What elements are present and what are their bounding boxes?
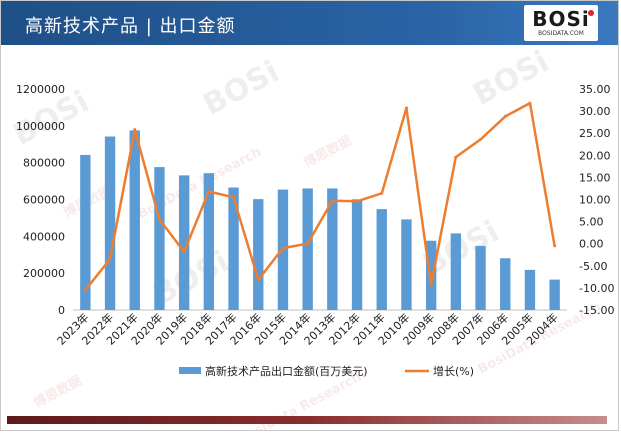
y-left-tick-label: 1200000: [16, 83, 65, 96]
bar: [178, 175, 190, 310]
bar: [203, 173, 215, 310]
bar-line-chart: 0 200000 400000 600000 800000 1000000 1200000 -…: [16, 83, 614, 378]
growth-point: [528, 101, 532, 105]
legend-swatch-bar: [179, 367, 201, 374]
y-right-tick-label: 15.00: [579, 171, 611, 184]
bar: [80, 154, 91, 310]
y-right-tick-label: -15.00: [579, 304, 614, 317]
y-right-tick-label: 30.00: [579, 105, 611, 118]
bar: [450, 233, 462, 310]
bar: [351, 199, 363, 310]
growth-point: [83, 288, 87, 292]
y-right-tick-label: -10.00: [579, 282, 614, 295]
brand-logo-dot: [588, 10, 594, 16]
y-right-tick-label: 10.00: [579, 194, 611, 207]
bar: [129, 130, 140, 310]
bar: [475, 245, 486, 310]
y-left-tick-label: 400000: [23, 230, 65, 243]
page-title: 高新技术产品 | 出口金额: [25, 16, 236, 37]
bar: [104, 136, 116, 310]
growth-point: [330, 199, 334, 203]
growth-point: [553, 244, 557, 248]
y-right-tick-label: -5.00: [579, 260, 607, 273]
bar: [500, 258, 511, 310]
bar: [302, 188, 313, 310]
y-left-tick-label: 1000000: [16, 120, 65, 133]
y-left-tick-label: 200000: [23, 267, 65, 280]
y-left-tick-label: 600000: [23, 194, 65, 207]
growth-point: [479, 137, 483, 141]
growth-point: [503, 114, 507, 118]
growth-point: [207, 190, 211, 194]
growth-point: [306, 242, 310, 246]
bar: [425, 240, 437, 310]
growth-point: [281, 246, 285, 250]
growth-point: [429, 283, 433, 287]
y-left-tick-label: 800000: [23, 157, 65, 170]
growth-point: [232, 195, 236, 199]
growth-point: [355, 199, 359, 203]
y-right-tick-label: 20.00: [579, 149, 611, 162]
growth-point: [182, 250, 186, 254]
growth-point: [133, 128, 137, 132]
growth-point: [256, 278, 260, 282]
bar: [524, 269, 536, 310]
brand-logo: BOSi BOSIDATA.COM: [524, 5, 598, 41]
bar: [154, 167, 165, 310]
y-right-tick-label: 0.00: [579, 238, 604, 251]
bar: [401, 219, 412, 310]
growth-point: [404, 106, 408, 110]
brand-logo-text: BOSi: [532, 7, 590, 31]
legend-label-line: 增长(%): [433, 364, 474, 378]
growth-line: [84, 101, 556, 291]
y-right-tick-label: 25.00: [579, 127, 611, 140]
header-bar: 高新技术产品 | 出口金额 BOSi BOSIDATA.COM: [1, 1, 618, 45]
y-right-tick-label: 35.00: [579, 83, 611, 96]
brand-site-text: BOSIDATA.COM: [538, 30, 584, 37]
growth-point: [454, 155, 458, 159]
bar: [253, 199, 264, 310]
footer-bar: [7, 416, 607, 424]
legend-label-bar: 高新技术产品出口金额(百万美元): [205, 364, 368, 378]
bar: [549, 279, 560, 310]
bar: [376, 209, 387, 310]
growth-point: [157, 217, 161, 221]
bar: [228, 187, 239, 310]
growth-point: [380, 191, 384, 195]
y-left-tick-label: 0: [58, 304, 65, 317]
growth-point: [108, 257, 112, 261]
bar: [327, 188, 338, 310]
y-right-tick-label: 5.00: [579, 216, 604, 229]
